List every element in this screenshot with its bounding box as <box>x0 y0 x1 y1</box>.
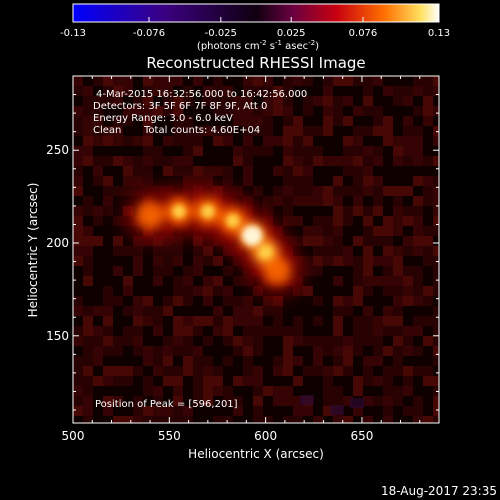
colorbar-units: (photons cm-2 s-1 asec-2) <box>197 39 319 52</box>
colorbar-ticks <box>72 17 440 22</box>
y-tick-label: 200 <box>46 236 69 250</box>
x-axis-ticks <box>72 76 421 423</box>
annotation-counts: Total counts: 4.60E+04 <box>143 125 260 136</box>
emission-peak-blob <box>200 204 215 219</box>
emission-peak <box>171 204 273 260</box>
colorbar-tick-label: 0.025 <box>277 28 306 39</box>
colorbar-tick-label: 0.076 <box>349 28 378 39</box>
plot-area <box>73 76 439 423</box>
colorbar <box>72 3 440 23</box>
colorbar-tick-label: -0.025 <box>205 28 237 39</box>
y-axis-tick-labels: 150 200 250 <box>46 143 69 343</box>
colorbar-tick-label: -0.13 <box>60 28 86 39</box>
y-tick-label: 250 <box>46 143 69 157</box>
colorbar-tick-label: 0.13 <box>428 28 450 39</box>
emission-peak-blob <box>171 204 186 219</box>
x-tick-label: 650 <box>350 429 373 443</box>
x-tick-label: 550 <box>158 429 181 443</box>
colorbar-tick-labels: -0.13 -0.076 -0.025 0.025 0.076 0.13 <box>60 28 450 39</box>
x-axis-label: Heliocentric X (arcsec) <box>188 447 324 461</box>
annotation-method: Clean <box>93 125 121 136</box>
emission-peak-blob <box>258 245 273 260</box>
plot-frame <box>72 75 440 424</box>
x-tick-label: 500 <box>62 429 85 443</box>
y-axis-label: Heliocentric Y (arcsec) <box>26 183 40 318</box>
annotation-detectors: Detectors: 3F 5F 6F 7F 8F 9F, Att 0 <box>93 101 267 112</box>
annotation-time-range: 4-Mar-2015 16:32:56.000 to 16:42:56.000 <box>96 89 307 100</box>
y-axis-ticks <box>73 94 439 411</box>
annotation-energy: Energy Range: 3.0 - 6.0 keV <box>93 113 233 124</box>
emission-peak-blob <box>225 213 240 228</box>
emission-peak-blob <box>242 225 263 246</box>
chart-title: Reconstructed RHESSI Image <box>146 54 365 72</box>
footer-timestamp: 18-Aug-2017 23:35 <box>381 484 497 498</box>
annotation-peak: Position of Peak = [596,201] <box>95 399 238 410</box>
y-tick-label: 150 <box>46 329 69 343</box>
emission-core-blob <box>136 201 165 230</box>
emission-core-blob <box>263 256 292 285</box>
x-axis-tick-labels: 500 550 600 650 <box>62 429 374 443</box>
x-tick-label: 600 <box>254 429 277 443</box>
colorbar-tick-label: -0.076 <box>133 28 165 39</box>
